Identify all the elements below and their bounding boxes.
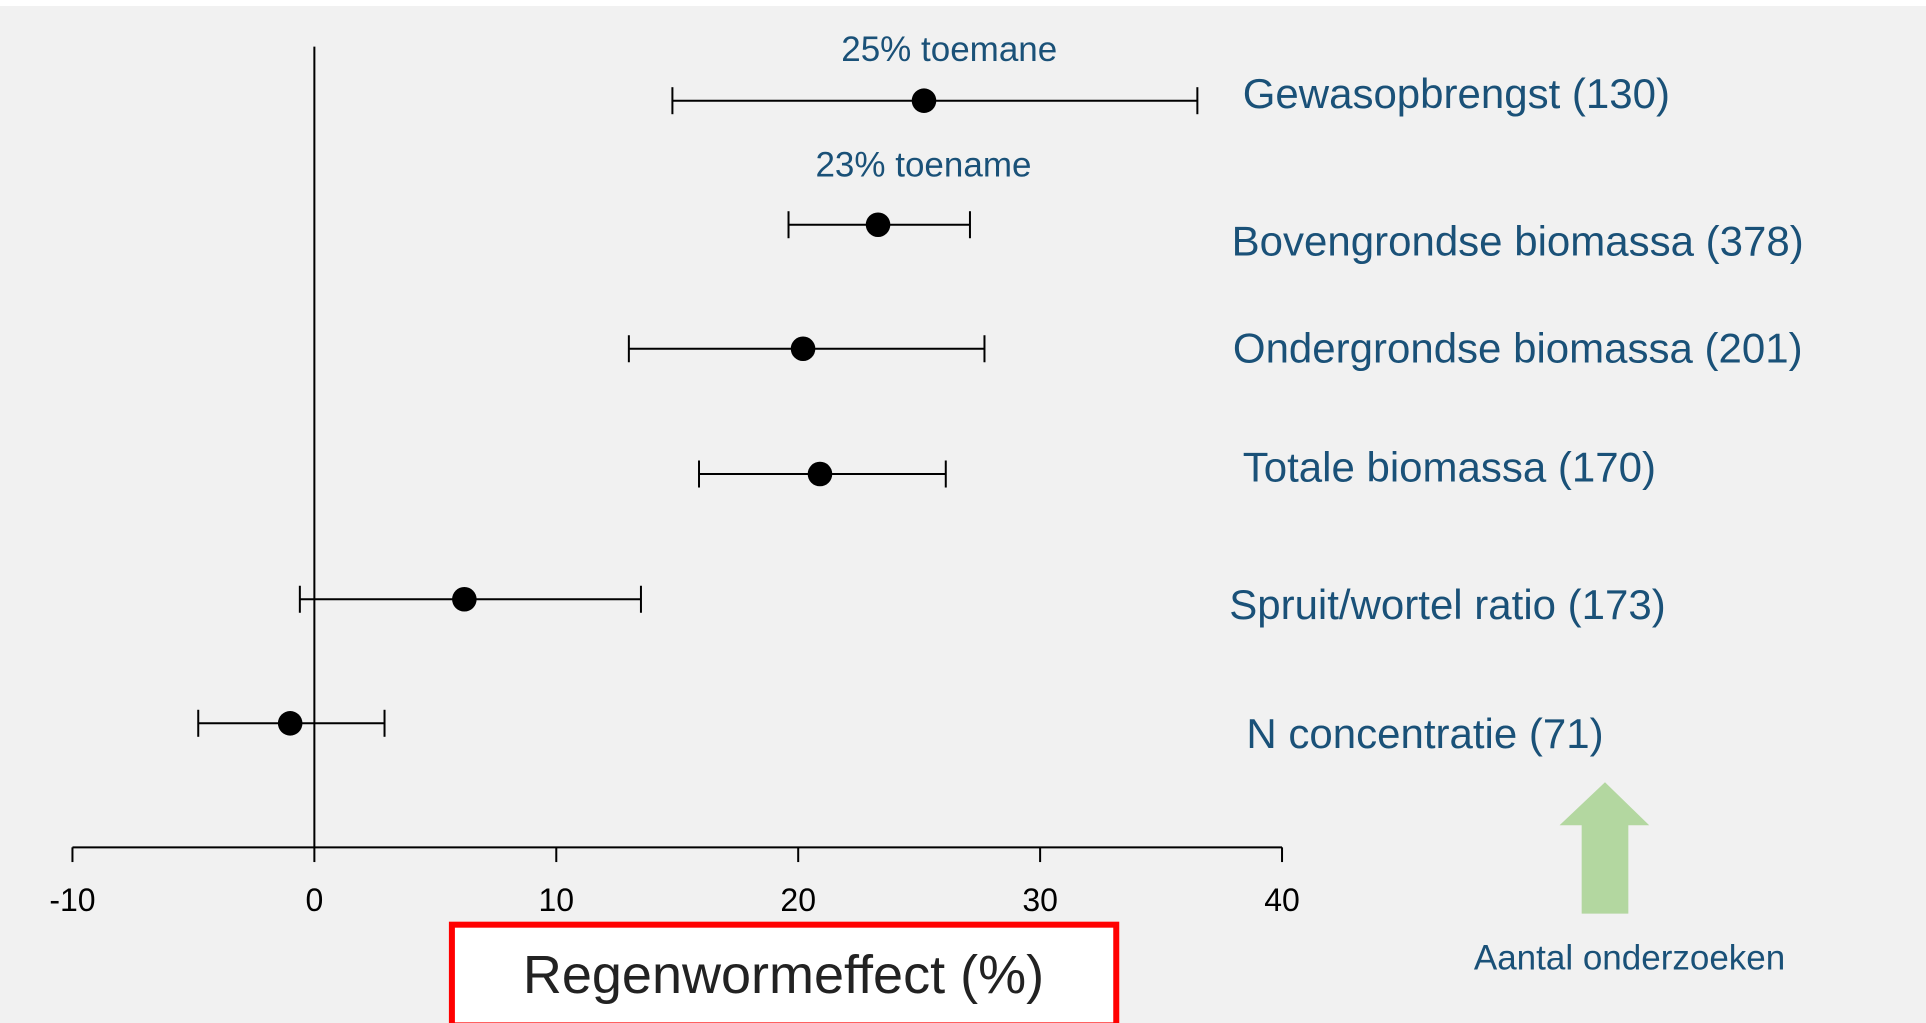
point — [277, 711, 303, 736]
point — [865, 212, 891, 238]
x-tick-label: 0 — [305, 882, 323, 918]
xlabel-box — [448, 921, 1120, 1023]
point — [807, 461, 833, 487]
x-axis-label: Regenwormeffect (%) — [523, 945, 1044, 1005]
x-tick-label: 10 — [538, 882, 574, 918]
arrow — [1559, 782, 1650, 914]
x-tick-label: 30 — [1022, 882, 1058, 918]
point — [911, 88, 937, 113]
category-label: Totale biomassa (170) — [1243, 443, 1656, 490]
x-tick-label: 40 — [1264, 882, 1300, 918]
x-tick-label: 20 — [780, 882, 816, 918]
category-label: Ondergrondse biomassa (201) — [1233, 324, 1803, 371]
category-label: N concentratie (71) — [1246, 710, 1603, 757]
category-label: Gewasopbrengst (130) — [1243, 70, 1670, 117]
category-label: Spruit/wortel ratio (173) — [1229, 581, 1666, 628]
annotation: 23% toename — [815, 145, 1031, 184]
category-label: Bovengrondse biomassa (378) — [1232, 217, 1804, 264]
point — [790, 336, 816, 362]
point — [452, 586, 477, 612]
x-tick-label: -10 — [49, 882, 95, 918]
arrow-label: Aantal onderzoeken — [1474, 939, 1785, 978]
annotation: 25% toemane — [841, 30, 1057, 69]
